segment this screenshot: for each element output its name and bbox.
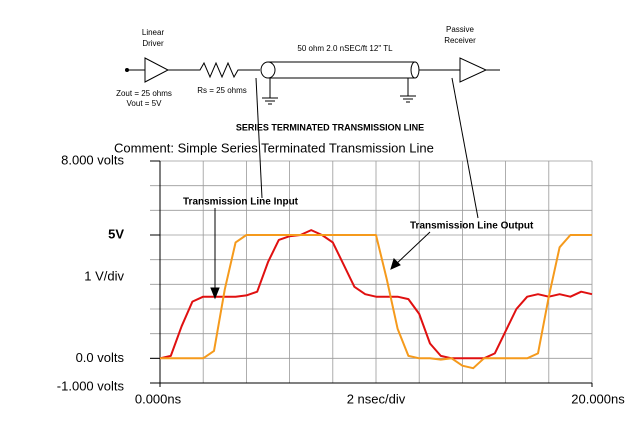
receiver-label: Passive (446, 25, 475, 34)
series-label: Transmission Line Input (183, 197, 299, 208)
y-tick-label: 0.0 volts (76, 350, 125, 365)
resistor-label: Rs = 25 ohms (197, 86, 247, 95)
coax-end (410, 61, 420, 79)
receiver-symbol (459, 57, 488, 83)
plot (159, 229, 593, 370)
arrow-head (210, 287, 220, 300)
driver-param: Zout = 25 ohms (116, 89, 172, 98)
y-tick-label: 5V (108, 226, 124, 241)
caption: SERIES TERMINATED TRANSMISSION LINE (236, 122, 424, 132)
node (125, 68, 129, 72)
x-axis-label: 2 nsec/div (347, 391, 406, 406)
resistor-symbol (168, 61, 260, 79)
arrow-head (390, 258, 401, 270)
schematic: Linear Driver Zout = 25 ohms Vout = 5V R… (116, 25, 500, 132)
arrow (393, 231, 431, 267)
series-line (160, 234, 592, 370)
y-axis-label: 1 V/div (84, 268, 124, 283)
driver-label: Linear (142, 28, 165, 37)
pointer-line (451, 77, 479, 219)
y-tick-label: -1.000 volts (57, 378, 125, 393)
receiver-label: Receiver (444, 36, 476, 45)
series-label: Transmission Line Output (410, 221, 534, 232)
y-tick-label: 8.000 volts (61, 152, 124, 167)
grid: 8.000 volts 5V 0.0 volts -1.000 volts 0.000n… (57, 152, 625, 406)
driver-symbol (144, 57, 170, 83)
x-tick-label: 0.000ns (135, 391, 182, 406)
series-line (159, 229, 593, 360)
x-tick-label: 20.000ns (571, 391, 625, 406)
line-label: 50 ohm 2.0 nSEC/ft 12" TL (297, 44, 393, 53)
annotations (210, 77, 479, 300)
driver-label: Driver (142, 39, 164, 48)
chart-title: Comment: Simple Series Terminated Transm… (114, 140, 434, 155)
driver-param: Vout = 5V (127, 99, 163, 108)
pointer-line (255, 77, 263, 199)
coax-end (260, 61, 276, 79)
